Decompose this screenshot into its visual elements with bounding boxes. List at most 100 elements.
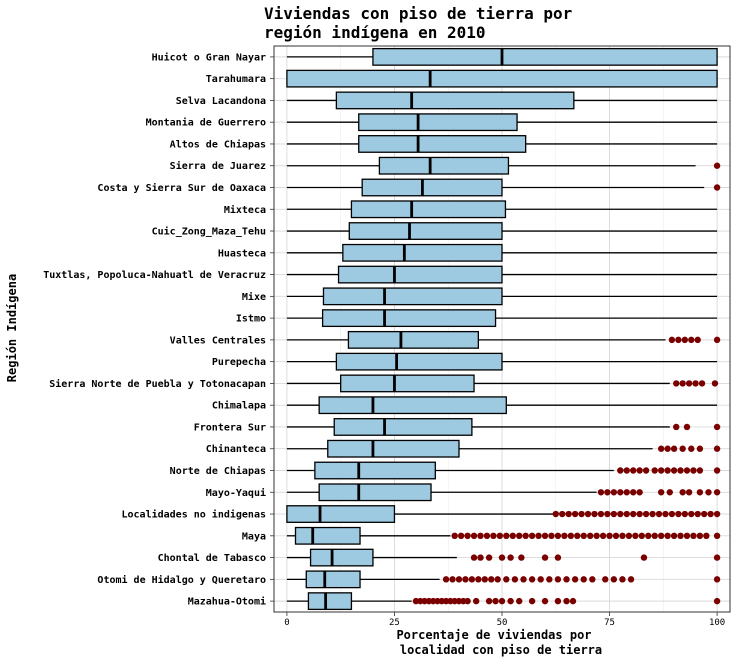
outlier-point	[597, 489, 605, 496]
outlier-point	[574, 532, 581, 540]
outlier-point	[554, 554, 562, 561]
x-axis-label-line-2: localidad con piso de tierra	[400, 643, 602, 657]
outlier-point	[462, 576, 469, 583]
category-label: Purepecha	[212, 357, 266, 368]
outlier-point	[507, 554, 514, 561]
category-label: Chimalapa	[212, 400, 266, 412]
box-iqr	[333, 418, 473, 436]
outlier-point	[625, 532, 633, 540]
outlier-point	[642, 467, 650, 474]
outlier-point	[602, 576, 609, 583]
category-label: Maya	[242, 531, 266, 542]
box-10	[286, 243, 718, 262]
category-label: Norte de Chiapas	[170, 465, 266, 477]
box-iqr	[318, 483, 432, 502]
category-label: Chontal de Tabasco	[158, 553, 266, 564]
outlier-point	[485, 554, 493, 561]
outlier-point	[688, 445, 695, 452]
outlier-point	[498, 597, 506, 605]
outlier-point	[610, 576, 618, 583]
outlier-point	[713, 467, 721, 474]
outlier-point	[623, 467, 630, 474]
outlier-point	[591, 510, 598, 518]
outlier-point	[675, 336, 682, 344]
outlier-point	[475, 576, 482, 583]
outlier-point	[457, 532, 465, 540]
outlier-point	[522, 532, 529, 540]
outlier-point	[713, 184, 721, 191]
outlier-point	[464, 597, 471, 605]
outlier-point	[683, 423, 691, 431]
outlier-point	[541, 554, 549, 561]
outlier-point	[666, 489, 673, 496]
outlier-point	[599, 532, 607, 540]
outlier-point	[619, 532, 626, 540]
outlier-point	[713, 423, 721, 431]
category-label: Tarahumara	[206, 74, 266, 85]
outlier-point	[485, 597, 493, 605]
box-20	[286, 461, 721, 480]
box-iqr	[378, 156, 510, 175]
box-iqr	[335, 91, 575, 110]
outlier-point	[604, 489, 611, 496]
outlier-point	[546, 576, 553, 583]
box-8	[286, 200, 718, 219]
outlier-point	[548, 532, 555, 540]
outlier-point	[657, 445, 665, 452]
outlier-point	[498, 554, 506, 561]
outlier-point	[464, 532, 471, 540]
outlier-point	[503, 532, 510, 540]
outlier-point	[630, 489, 637, 496]
outlier-point	[470, 532, 478, 540]
category-label: Mayo-Yaqui	[206, 487, 266, 499]
box-iqr	[309, 548, 374, 567]
category-label: Altos de Chiapas	[170, 138, 266, 150]
box-iqr	[342, 243, 503, 262]
outlier-point	[657, 467, 665, 474]
outlier-point	[696, 489, 704, 496]
y-axis-category-labels: Huicot o Gran Nayar Tarahumara Selva Lacan…	[43, 51, 274, 608]
box-6	[286, 156, 721, 175]
box-iqr	[286, 69, 718, 88]
outlier-point	[696, 467, 704, 474]
outlier-point	[642, 510, 650, 518]
outlier-point	[698, 380, 706, 387]
outlier-point	[707, 510, 714, 518]
outlier-point	[713, 576, 721, 583]
outlier-point	[640, 554, 648, 561]
category-label: Huicot o Gran Nayar	[152, 51, 266, 63]
x-tick-label: 0	[284, 618, 289, 628]
outlier-point	[561, 532, 568, 540]
outlier-point	[537, 576, 544, 583]
outlier-point	[662, 510, 669, 518]
box-19	[286, 439, 721, 458]
outlier-point	[694, 510, 701, 518]
outlier-point	[541, 597, 549, 605]
box-3	[286, 91, 718, 110]
outlier-point	[668, 510, 676, 518]
outlier-point	[541, 532, 549, 540]
outlier-point	[700, 510, 708, 518]
outlier-point	[481, 576, 488, 583]
outlier-point	[677, 467, 684, 474]
box-iqr	[322, 287, 503, 306]
x-tick-label: 75	[604, 618, 615, 628]
outlier-point	[619, 576, 626, 583]
outlier-point	[679, 380, 686, 387]
outlier-point	[713, 510, 721, 518]
category-label: Sierra de Juarez	[170, 160, 266, 172]
outlier-point	[468, 576, 476, 583]
outlier-point	[623, 510, 630, 518]
category-label: Istmo	[236, 314, 266, 325]
outlier-point	[664, 532, 671, 540]
outlier-point	[559, 510, 566, 518]
box-iqr	[314, 461, 436, 480]
outlier-point	[535, 532, 542, 540]
outlier-point	[580, 532, 587, 540]
box-iqr	[286, 505, 396, 523]
outlier-point	[554, 576, 562, 583]
outlier-point	[593, 532, 600, 540]
outlier-point	[692, 380, 699, 387]
box-21	[286, 483, 721, 502]
outlier-point	[604, 510, 611, 518]
